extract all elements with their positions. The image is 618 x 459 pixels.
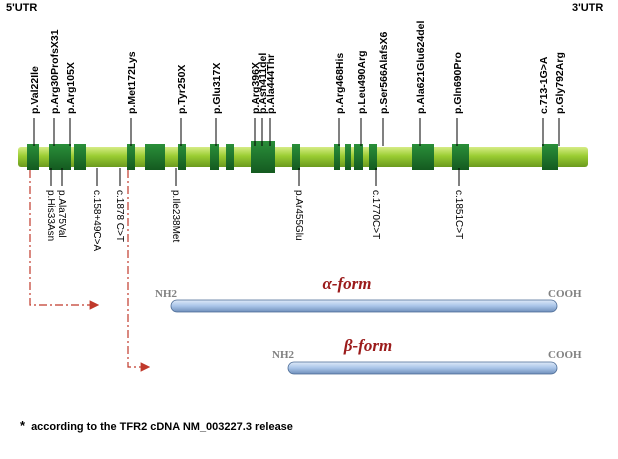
mutation-label: p.Ala75Val (56, 190, 67, 238)
mutations-above: p.Val22Ile p.Arg30ProfsX31 p.Arg105X p.Met1… (29, 21, 566, 146)
mutation-label: p.Val22Ile (29, 66, 41, 114)
exon (178, 144, 186, 170)
mutation-label: p.Arg396X (250, 62, 262, 114)
mutation-label: p.His33Asn (45, 190, 56, 241)
mutation-label: p.Asn411del (257, 53, 269, 114)
exon (369, 144, 377, 170)
beta-transcript-arrow (127, 170, 151, 372)
exon (49, 144, 71, 170)
exon (292, 144, 300, 170)
mutation-label: p.Ar455Glu (293, 190, 304, 241)
mutation-label: p.Met172Lys (126, 51, 138, 114)
mutation-label: p.Glu317X (211, 63, 223, 114)
mutation-label: p.Ala621Glu624del (415, 21, 427, 114)
mutation-label: c.1851C>T (453, 190, 464, 239)
mutation-label: p.Gln690Pro (452, 52, 464, 114)
beta-nh2-label: NH2 (272, 349, 295, 361)
exon (452, 144, 469, 170)
mutation-label: p.Arg105X (65, 62, 77, 114)
mutation-label: p.Arg30ProfsX31 (49, 29, 61, 114)
three-prime-utr-label: 3'UTR (572, 2, 604, 14)
gene-backbone (18, 147, 588, 167)
alpha-cooh-label: COOH (548, 288, 582, 300)
alpha-form-title: α-form (322, 274, 371, 293)
five-prime-utr-label: 5'UTR (6, 2, 38, 14)
mutation-label: p.Ser566AlafsX6 (378, 32, 390, 114)
exon (334, 144, 340, 170)
mutation-label: c.1878 C>T (114, 190, 125, 242)
exon (354, 144, 363, 170)
beta-cooh-label: COOH (548, 349, 582, 361)
footnote-text: according to the TFR2 cDNA NM_003227.3 r… (31, 421, 293, 433)
mutation-label: p.Leu490Arg (356, 50, 368, 114)
beta-form-title: β-form (343, 336, 392, 355)
mutation-label: p.Gly792Arg (554, 52, 566, 114)
exon (74, 144, 86, 170)
mutation-label: c.713-1G>A (538, 56, 550, 114)
exon (27, 144, 39, 170)
mutation-label: p.Arg468His (334, 53, 346, 114)
mutation-label: p.Ala444Thr (265, 54, 277, 114)
beta-protein-bar (287, 361, 558, 375)
exon (226, 144, 234, 170)
exon (127, 144, 135, 170)
footnote-star: * (20, 418, 26, 433)
alpha-protein-bar (170, 299, 558, 313)
exon (542, 144, 558, 170)
mutation-label: c.1770C>T (370, 190, 381, 239)
alpha-transcript-arrow (29, 170, 100, 310)
mutation-label: p.Ile238Met (170, 190, 181, 242)
exon (210, 144, 219, 170)
mutation-label: c.158+49C>A (91, 190, 102, 251)
mutations-below: p.His33Asn p.Ala75Val c.158+49C>A c.1878 C>… (45, 168, 464, 251)
exon (345, 144, 351, 170)
exon-group (27, 141, 558, 173)
alpha-nh2-label: NH2 (155, 288, 178, 300)
exon (412, 144, 434, 170)
mutation-label: p.Tyr250X (176, 65, 188, 114)
footnote: * according to the TFR2 cDNA NM_003227.3 … (20, 418, 293, 433)
exon (251, 141, 275, 173)
exon (145, 144, 165, 170)
